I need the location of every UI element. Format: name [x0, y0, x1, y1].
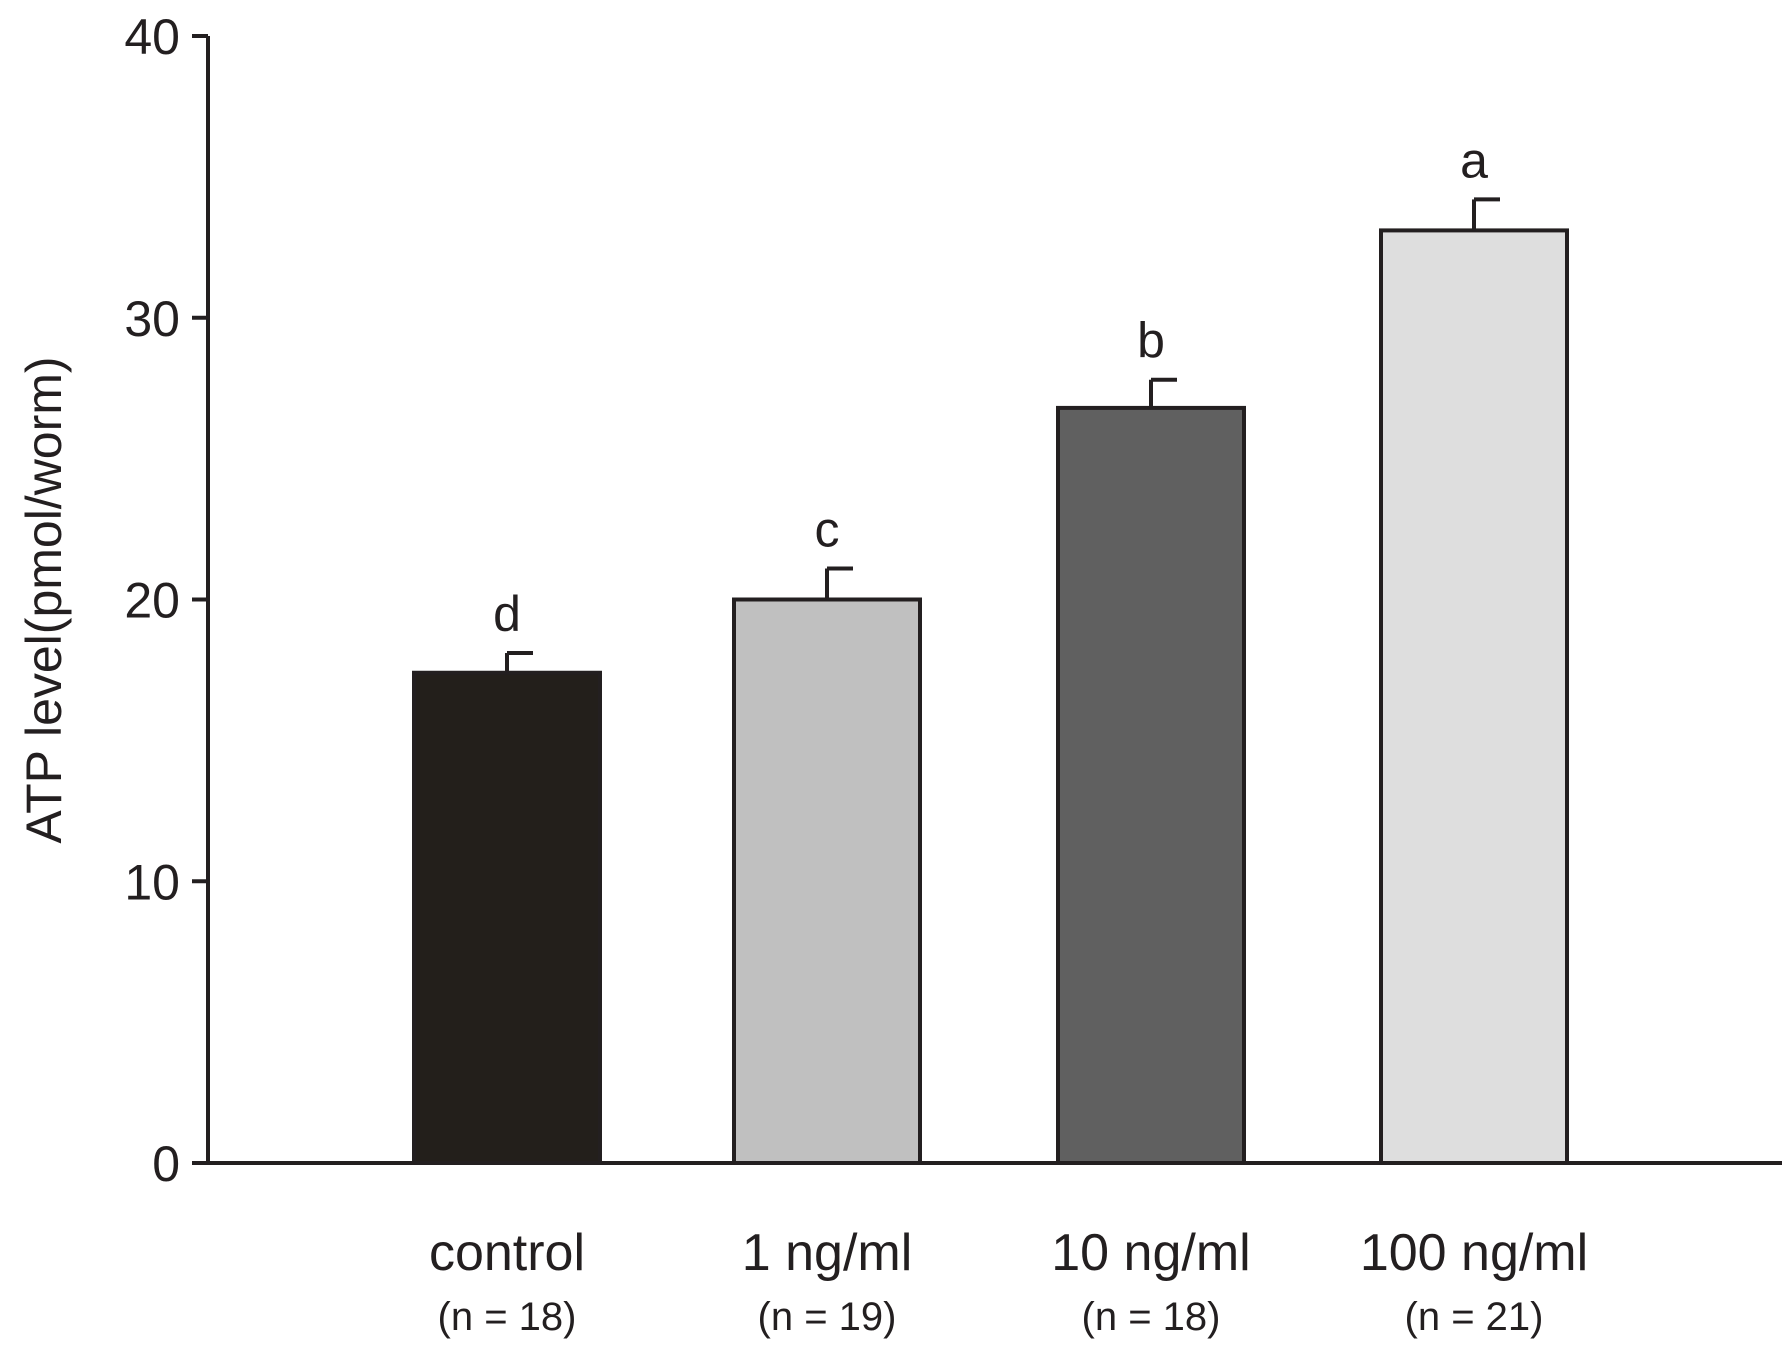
- x-category-label: control: [429, 1224, 585, 1282]
- bar: [412, 670, 602, 1165]
- sample-size-label: (n = 19): [758, 1295, 897, 1339]
- y-axis-title: ATP level(pmol/worm): [16, 356, 72, 843]
- significance-labels-group: d c b a: [493, 132, 1488, 642]
- significance-label: c: [815, 502, 840, 558]
- x-category-label: 100 ng/ml: [1360, 1224, 1588, 1282]
- bar: [1056, 405, 1246, 1166]
- significance-label: d: [493, 586, 521, 642]
- sample-size-label: (n = 21): [1405, 1295, 1544, 1339]
- sample-size-label: (n = 18): [1082, 1295, 1221, 1339]
- y-tick-label: 30: [124, 291, 180, 347]
- bar: [1379, 228, 1569, 1166]
- y-tick-label: 40: [124, 9, 180, 65]
- x-category-label: 10 ng/ml: [1051, 1224, 1250, 1282]
- y-tick-label: 20: [124, 573, 180, 629]
- bar: [732, 597, 922, 1165]
- y-tick-label: 10: [124, 854, 180, 910]
- bars-group: [412, 228, 1569, 1166]
- y-axis: 0 10 20 30 40: [124, 9, 210, 1192]
- y-tick-label: 0: [152, 1136, 180, 1192]
- significance-label: b: [1137, 313, 1165, 369]
- category-labels-group: control (n = 18) 1 ng/ml (n = 19) 10 ng/ml (n…: [429, 1224, 1588, 1339]
- error-bars-group: [505, 197, 1500, 673]
- sample-size-label: (n = 18): [438, 1295, 577, 1339]
- x-category-label: 1 ng/ml: [742, 1224, 913, 1282]
- significance-label: a: [1460, 132, 1488, 188]
